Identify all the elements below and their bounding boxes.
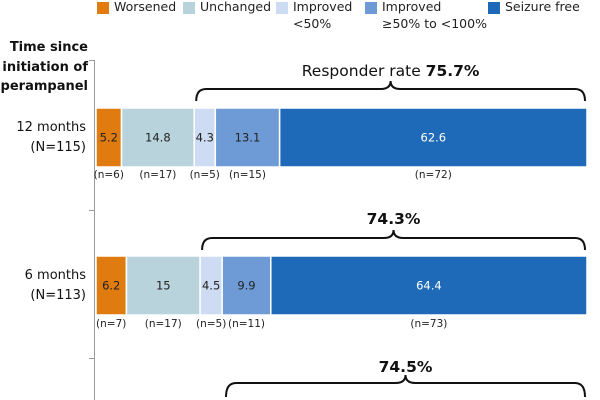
value-label-0-3: 13.1 [235, 131, 261, 145]
count-label-1-3: (n=11) [228, 318, 265, 330]
row-label-12-months-line1: 12 months [16, 120, 86, 135]
legend-label-improved-50-100-line2: ≥50% to <100% [382, 16, 487, 31]
value-label-0-1: 14.8 [145, 131, 171, 145]
value-label-1-3: 9.9 [237, 279, 255, 293]
responder-brace-0 [195, 80, 586, 102]
bar-segment-0-1 [120, 107, 195, 168]
responder-brace-2 [225, 374, 586, 398]
count-label-1-0: (n=7) [96, 318, 126, 330]
row-label-6-months-line1: 6 months [24, 268, 86, 283]
bar-segment-1-1 [125, 255, 201, 316]
responder-rate-value-1: 74.3% [367, 210, 421, 228]
legend-swatch-improved-lt50 [276, 2, 288, 14]
row-label-12-months-line2: (N=115) [30, 140, 86, 155]
value-label-1-0: 6.2 [102, 279, 120, 293]
row-label-6-months: 6 months (N=113) [0, 266, 86, 306]
legend-label-improved-lt50-line2: <50% [293, 16, 332, 31]
y-axis-title-line2: initiation of [2, 59, 88, 75]
legend-label-seizure-free: Seizure free [505, 0, 580, 14]
value-label-1-2: 4.5 [202, 279, 220, 293]
legend-swatch-seizure-free [488, 2, 500, 14]
row-label-12-months: 12 months (N=115) [0, 118, 86, 158]
responder-brace-1 [201, 229, 586, 251]
value-label-0-4: 62.6 [421, 131, 447, 145]
legend-swatch-unchanged [183, 2, 195, 14]
legend-swatch-worsened [97, 2, 109, 14]
count-label-0-2: (n=5) [190, 169, 220, 181]
responder-rate-label-0: Responder rate 75.7% [302, 62, 480, 80]
bar-segment-1-0 [95, 255, 128, 316]
bar-segment-0-0 [95, 107, 123, 168]
y-axis-title: Time since initiation of perampanel [0, 38, 88, 97]
count-label-0-0: (n=6) [94, 169, 124, 181]
value-label-0-2: 4.3 [196, 131, 214, 145]
legend-label-improved-lt50: Improved [293, 0, 353, 14]
legend-label-improved-50-100: Improved [382, 0, 442, 14]
value-label-0-0: 5.2 [100, 131, 118, 145]
responder-rate-prefix-0: Responder rate [302, 62, 426, 80]
responder-rate-value-0: 75.7% [426, 62, 480, 80]
count-label-1-4: (n=73) [410, 318, 447, 330]
responder-rate-label-1: 74.3% [367, 210, 421, 228]
value-label-1-4: 64.4 [416, 279, 442, 293]
bar-segment-1-4 [270, 255, 588, 316]
count-label-0-3: (n=15) [229, 169, 266, 181]
count-label-0-4: (n=72) [415, 169, 452, 181]
count-label-0-1: (n=17) [139, 169, 176, 181]
bar-segment-0-4 [278, 107, 588, 168]
legend-label-unchanged: Unchanged [200, 0, 272, 14]
responder-rate-label-2: 74.5% [379, 358, 433, 376]
bar-segment-0-3 [214, 107, 281, 168]
legend-label-worsened: Worsened [114, 0, 177, 14]
value-label-1-1: 15 [156, 279, 171, 293]
count-label-1-2: (n=5) [196, 318, 226, 330]
y-axis-title-line3: perampanel [0, 79, 88, 94]
count-label-1-1: (n=17) [145, 318, 182, 330]
y-axis-title-line1: Time since [9, 40, 88, 55]
row-label-6-months-line2: (N=113) [30, 288, 86, 303]
legend-swatch-improved-50-100 [365, 2, 377, 14]
